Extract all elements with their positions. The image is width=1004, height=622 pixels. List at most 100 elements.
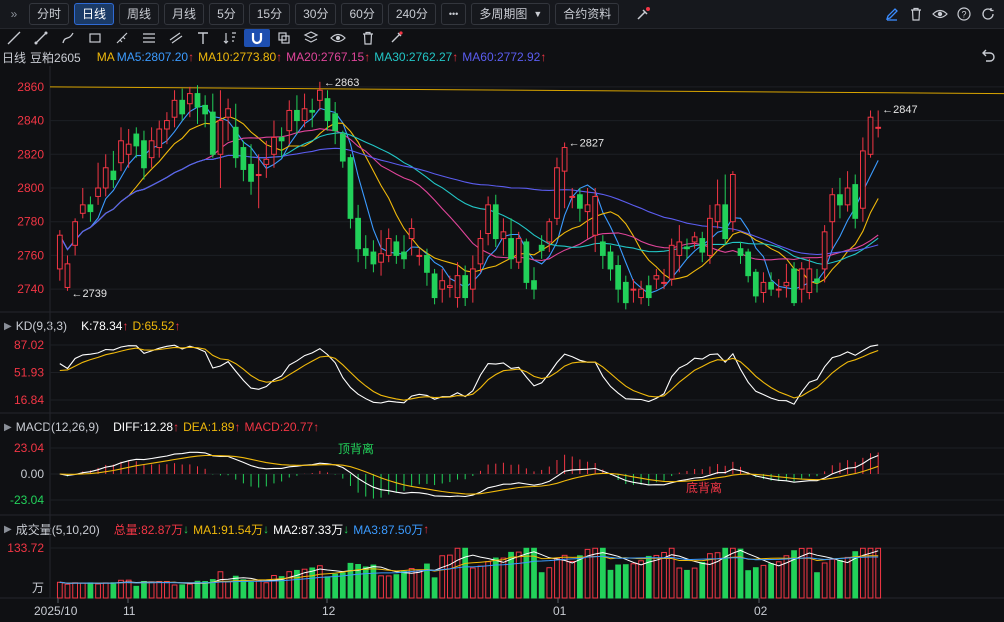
help-icon[interactable]: ? — [954, 4, 974, 24]
volume-settings-icon[interactable]: ▶ — [4, 523, 12, 535]
x-axis-label: 02 — [754, 604, 768, 618]
kd-tick-label: 51.93 — [14, 366, 44, 380]
volume-bar — [676, 567, 683, 599]
layers-tool-icon[interactable] — [298, 29, 324, 47]
candle-body — [271, 136, 277, 155]
candle-body — [447, 285, 453, 288]
candle-body — [294, 109, 300, 122]
line-tool-icon[interactable] — [1, 29, 27, 47]
volume-bar — [875, 547, 882, 599]
period-button-4[interactable]: 5分 — [209, 3, 244, 25]
candle-body — [485, 204, 491, 235]
eye-tool-icon[interactable] — [325, 29, 351, 47]
pen-tool-icon[interactable] — [55, 29, 81, 47]
period-button-1[interactable]: 日线 — [74, 3, 115, 25]
magnet-tool-icon[interactable] — [244, 29, 270, 47]
copy-tool-icon[interactable] — [271, 29, 297, 47]
volume-bar — [324, 576, 331, 599]
brush-tool-icon[interactable] — [383, 29, 409, 47]
trash-icon[interactable] — [906, 4, 926, 24]
more-periods-button[interactable]: ••• — [440, 3, 467, 25]
volume-bar — [768, 563, 774, 599]
rect-tool-icon[interactable] — [82, 29, 108, 47]
volume-bar — [599, 547, 606, 599]
volume-bar — [729, 547, 736, 599]
text-tool-icon[interactable] — [190, 29, 216, 47]
candle-body — [72, 221, 78, 246]
macd-tick-label: 0.00 — [21, 467, 45, 481]
measure-tool-icon[interactable] — [109, 29, 135, 47]
macd-tick-label: 23.04 — [14, 441, 44, 455]
candle-body — [515, 238, 522, 263]
refresh-icon[interactable] — [978, 4, 998, 24]
candle-body — [844, 187, 851, 206]
period-button-8[interactable]: 240分 — [387, 3, 436, 25]
fib-tool-icon[interactable] — [136, 29, 162, 47]
volume-bar — [431, 577, 438, 599]
macd-settings-icon[interactable]: ▶ — [4, 421, 12, 433]
kd-k-line — [59, 344, 879, 405]
contract-info-button[interactable]: 合约资料 — [555, 3, 620, 25]
price-annotation: ←2863 — [324, 77, 359, 89]
candle-body — [385, 238, 392, 256]
candle-body — [622, 281, 629, 304]
period-button-7[interactable]: 60分 — [341, 3, 383, 25]
volume-bar — [783, 555, 790, 599]
volume-bar — [209, 579, 216, 599]
candle-body — [615, 265, 622, 290]
candle-body — [630, 288, 637, 291]
multi-period-button[interactable]: 多周期图 ▼ — [471, 3, 551, 25]
period-button-2[interactable]: 周线 — [119, 3, 160, 25]
volume-bar — [416, 569, 423, 599]
period-button-6[interactable]: 30分 — [295, 3, 337, 25]
price-tick-label: 2740 — [17, 282, 44, 296]
candle-body — [798, 268, 805, 290]
period-button-3[interactable]: 月线 — [164, 3, 205, 25]
candle-body — [821, 231, 828, 270]
macd-dea-value: DEA:1.89 — [183, 420, 235, 434]
kd-tick-label: 87.02 — [14, 338, 44, 352]
candle-body — [791, 268, 797, 304]
volume-bar — [775, 561, 782, 599]
kd-tick-label: 16.84 — [14, 393, 44, 407]
volume-ma1: MA1:91.54万 — [193, 522, 264, 537]
candle-body — [508, 238, 514, 260]
candle-body — [599, 241, 606, 256]
candle-body — [729, 174, 736, 223]
channel-tool-icon[interactable] — [163, 29, 189, 47]
candle-body — [209, 111, 216, 155]
candle-body — [554, 167, 560, 219]
candle-body — [370, 251, 377, 265]
candle-body — [87, 204, 94, 213]
ma-label-3: MA30:2762.27 — [374, 50, 453, 64]
sort-tool-icon[interactable] — [217, 29, 243, 47]
ma5-line — [59, 105, 879, 295]
ma-arrow-3: ↑ — [452, 50, 459, 64]
collapse-menu-icon[interactable]: » — [10, 7, 18, 21]
volume-bar — [393, 574, 400, 599]
period-button-0[interactable]: 分时 — [29, 3, 70, 25]
volume-bar — [339, 572, 346, 599]
candle-body — [707, 217, 713, 256]
volume-bar — [378, 575, 384, 599]
volume-bar — [133, 585, 140, 599]
kd-settings-icon[interactable]: ▶ — [4, 320, 12, 332]
price-annotation: ←2847 — [882, 104, 917, 116]
segment-tool-icon[interactable] — [28, 29, 54, 47]
period-button-5[interactable]: 15分 — [248, 3, 291, 25]
volume-bar — [232, 575, 239, 599]
volume-bar — [699, 561, 706, 599]
candle-body — [577, 194, 583, 209]
trash-tool-icon[interactable] — [355, 29, 381, 47]
volume-bar — [615, 564, 622, 599]
candle-body — [217, 120, 224, 155]
candle-body — [232, 126, 239, 159]
indicator-settings-icon[interactable] — [633, 4, 653, 24]
candle-body — [225, 108, 231, 118]
edit-icon[interactable] — [882, 4, 902, 24]
candle-body — [806, 268, 813, 294]
volume-bar — [515, 551, 522, 599]
eye-icon[interactable] — [930, 4, 950, 24]
back-icon[interactable] — [980, 48, 996, 64]
volume-bar — [225, 581, 231, 599]
